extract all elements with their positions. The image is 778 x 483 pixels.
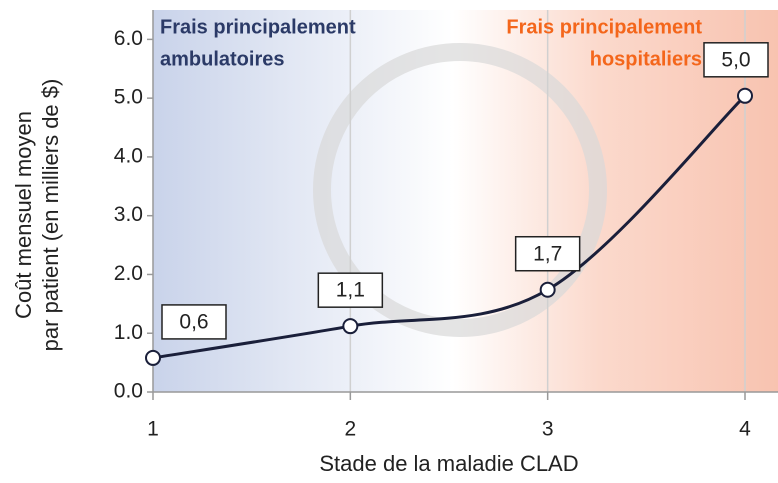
- x-tick-label: 2: [344, 418, 356, 441]
- value-label: 0,6: [179, 310, 208, 333]
- annotation: ambulatoires: [160, 48, 284, 70]
- y-tick-label: 3.0: [114, 203, 143, 226]
- value-label: 5,0: [721, 48, 750, 71]
- y-axis-title: par patient (en milliers de $): [38, 79, 63, 352]
- point: [146, 351, 160, 365]
- x-tick-label: 1: [147, 418, 159, 441]
- value-label: 1,1: [336, 279, 365, 302]
- y-tick-label: 0.0: [114, 380, 143, 403]
- x-tick-label: 4: [739, 418, 751, 441]
- y-tick-label: 6.0: [114, 27, 143, 50]
- y-tick-label: 1.0: [114, 321, 143, 344]
- y-tick-label: 5.0: [114, 86, 143, 109]
- x-axis-title: Stade de la maladie CLAD: [319, 451, 578, 476]
- y-tick-label: 2.0: [114, 262, 143, 285]
- y-axis-title: Coût mensuel moyen: [11, 111, 36, 319]
- x-tick-label: 3: [542, 418, 554, 441]
- annotation: Frais principalement: [160, 16, 356, 38]
- point: [343, 319, 357, 333]
- page: {"chart_data": {"type": "line", "x_label…: [0, 0, 778, 478]
- annotation: Frais principalement: [506, 16, 702, 38]
- y-tick-label: 4.0: [114, 144, 143, 167]
- annotation: hospitaliers: [590, 48, 702, 70]
- chart: 1 2 3 4 0.0 1.0 2.0 3.0 4.0 5.0 6.0 Stade de la mal…: [0, 0, 778, 478]
- value-label: 1,7: [533, 242, 562, 265]
- point: [541, 283, 555, 297]
- point: [738, 89, 752, 103]
